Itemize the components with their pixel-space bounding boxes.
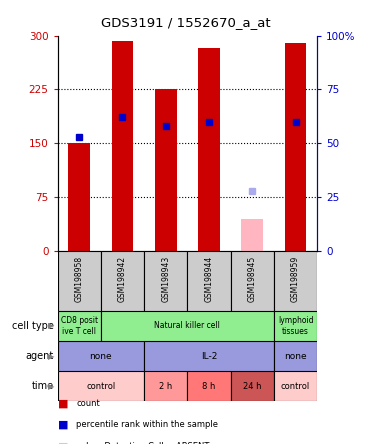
Text: percentile rank within the sample: percentile rank within the sample	[76, 420, 218, 429]
Bar	[144, 371, 187, 401]
Text: time: time	[32, 381, 54, 391]
Text: ▶: ▶	[48, 321, 55, 330]
Text: ■: ■	[58, 420, 68, 430]
Bar	[231, 251, 274, 311]
Bar	[112, 40, 133, 251]
Text: GSM198944: GSM198944	[204, 256, 213, 302]
Text: GSM198958: GSM198958	[75, 256, 83, 302]
Bar	[155, 89, 177, 251]
Text: value, Detection Call = ABSENT: value, Detection Call = ABSENT	[76, 442, 210, 444]
Text: none: none	[89, 352, 112, 361]
Text: control: control	[281, 382, 310, 391]
Text: control: control	[86, 382, 115, 391]
Text: count: count	[76, 399, 100, 408]
Bar	[58, 251, 101, 311]
Bar	[231, 371, 274, 401]
Bar	[58, 311, 101, 341]
Text: GDS3191 / 1552670_a_at: GDS3191 / 1552670_a_at	[101, 16, 270, 28]
Text: agent: agent	[26, 351, 54, 361]
Text: 2 h: 2 h	[159, 382, 173, 391]
Bar	[285, 43, 306, 251]
Bar	[198, 48, 220, 251]
Bar	[242, 218, 263, 251]
Bar	[144, 251, 187, 311]
Text: cell type: cell type	[12, 321, 54, 331]
Bar	[274, 251, 317, 311]
Text: ▶: ▶	[48, 382, 55, 391]
Bar	[68, 143, 90, 251]
Text: lymphoid
tissues: lymphoid tissues	[278, 316, 313, 336]
Text: none: none	[284, 352, 307, 361]
Bar	[274, 341, 317, 371]
Text: Natural killer cell: Natural killer cell	[154, 321, 220, 330]
Bar	[274, 371, 317, 401]
Text: GSM198942: GSM198942	[118, 256, 127, 302]
Bar	[187, 371, 231, 401]
Bar	[101, 311, 274, 341]
Bar	[274, 311, 317, 341]
Text: CD8 posit
ive T cell: CD8 posit ive T cell	[60, 316, 98, 336]
Bar	[58, 341, 144, 371]
Text: GSM198943: GSM198943	[161, 256, 170, 302]
Text: 24 h: 24 h	[243, 382, 262, 391]
Text: ▶: ▶	[48, 352, 55, 361]
Text: 8 h: 8 h	[202, 382, 216, 391]
Bar	[101, 251, 144, 311]
Text: ■: ■	[58, 399, 68, 408]
Text: GSM198945: GSM198945	[248, 256, 257, 302]
Text: GSM198959: GSM198959	[291, 256, 300, 302]
Bar	[144, 341, 274, 371]
Text: IL-2: IL-2	[201, 352, 217, 361]
Bar	[58, 371, 144, 401]
Bar	[187, 251, 231, 311]
Text: ■: ■	[58, 441, 68, 444]
